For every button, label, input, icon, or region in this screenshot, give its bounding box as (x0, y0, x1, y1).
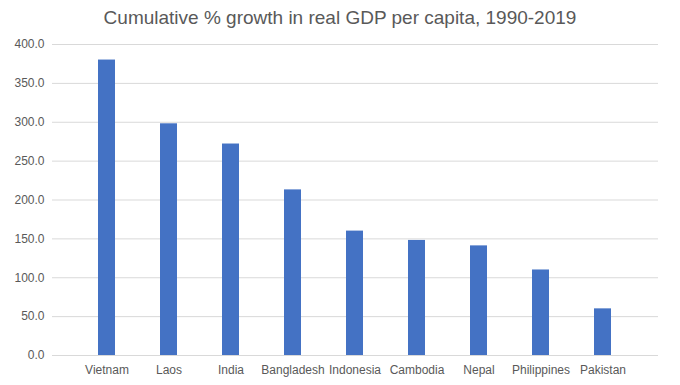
svg-text:Laos: Laos (156, 363, 182, 377)
svg-text:150.0: 150.0 (14, 232, 44, 246)
svg-text:50.0: 50.0 (21, 309, 45, 323)
svg-text:0.0: 0.0 (28, 348, 45, 362)
svg-text:300.0: 300.0 (14, 115, 44, 129)
svg-text:250.0: 250.0 (14, 154, 44, 168)
svg-text:Cambodia: Cambodia (390, 363, 445, 377)
svg-text:Vietnam: Vietnam (85, 363, 129, 377)
svg-text:350.0: 350.0 (14, 76, 44, 90)
svg-text:Bangladesh: Bangladesh (261, 363, 324, 377)
svg-text:400.0: 400.0 (14, 37, 44, 51)
svg-text:Pakistan: Pakistan (580, 363, 626, 377)
svg-text:Philippines: Philippines (512, 363, 570, 377)
html-text:Cumulative % growth in real GD: Cumulative % growth in real GDP per capi… (103, 7, 577, 28)
svg-text:India: India (218, 363, 244, 377)
svg-text:200.0: 200.0 (14, 193, 44, 207)
svg-text:100.0: 100.0 (14, 271, 44, 285)
svg-text:Indonesia: Indonesia (329, 363, 381, 377)
svg-text:Nepal: Nepal (463, 363, 494, 377)
